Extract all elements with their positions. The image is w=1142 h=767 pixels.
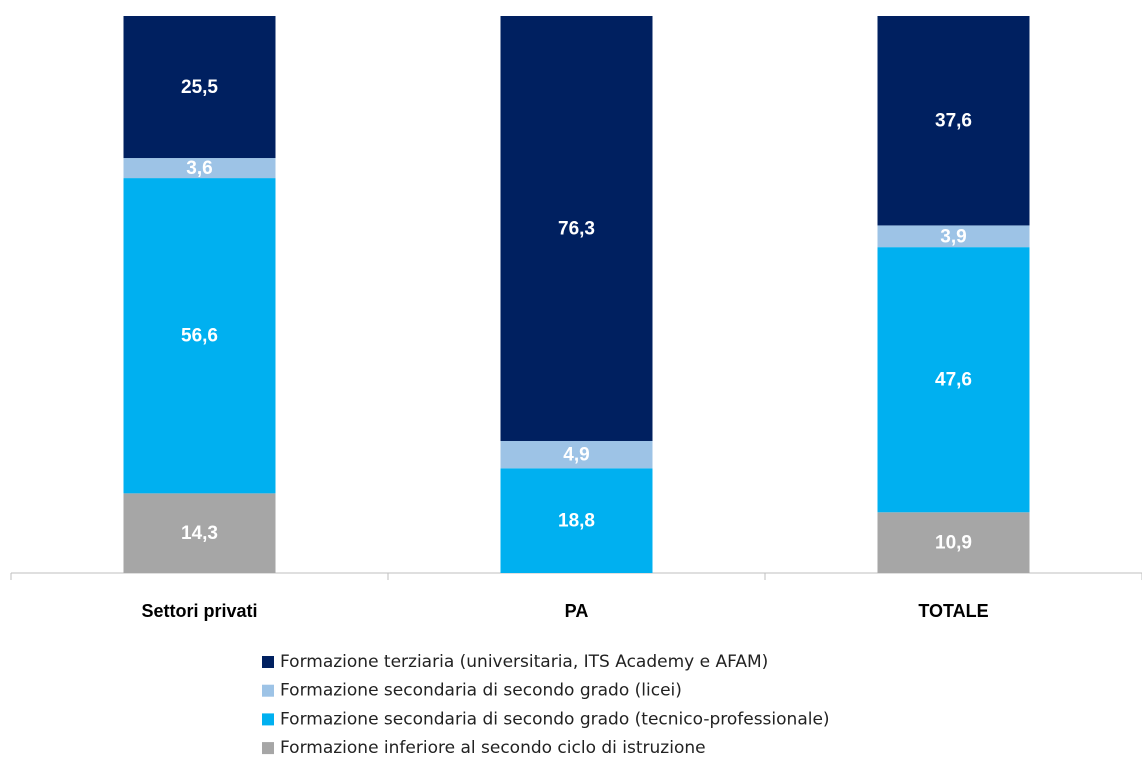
- bar-segment: [123, 493, 276, 573]
- value-label: 3,9: [940, 226, 966, 247]
- bar-segment: [877, 16, 1030, 226]
- bar-segment: [877, 225, 1030, 248]
- legend-swatch: [262, 742, 274, 755]
- legend-label: Formazione secondaria di secondo grado (…: [280, 681, 682, 701]
- legend-label: Formazione inferiore al secondo ciclo di…: [280, 738, 706, 758]
- x-tick-label: TOTALE: [918, 601, 988, 621]
- value-label: 76,3: [558, 219, 595, 240]
- x-tick-label: PA: [565, 601, 589, 621]
- bar-segment: [500, 16, 653, 441]
- value-label: 37,6: [935, 111, 972, 132]
- value-label: 14,3: [181, 523, 218, 544]
- bar-segment: [500, 468, 653, 573]
- bar-segment: [877, 512, 1030, 573]
- bar-segment: [123, 158, 276, 179]
- value-label: 10,9: [935, 533, 972, 554]
- legend-swatch: [262, 656, 274, 668]
- bar-segment: [123, 16, 276, 159]
- value-label: 3,6: [186, 158, 212, 179]
- bar-segment: [877, 247, 1030, 513]
- x-tick-label: Settori privati: [141, 601, 257, 621]
- value-label: 56,6: [181, 326, 218, 347]
- value-label: 47,6: [935, 370, 972, 391]
- value-label: 18,8: [558, 511, 595, 532]
- legend-label: Formazione secondaria di secondo grado (…: [280, 709, 830, 729]
- legend-swatch: [262, 713, 274, 726]
- bar-segment: [500, 440, 653, 469]
- value-label: 4,9: [563, 445, 589, 466]
- bar-segment: [123, 178, 276, 494]
- legend-label: Formazione terziaria (universitaria, ITS…: [280, 652, 768, 672]
- value-label: 25,5: [181, 77, 218, 98]
- legend-swatch: [262, 684, 274, 697]
